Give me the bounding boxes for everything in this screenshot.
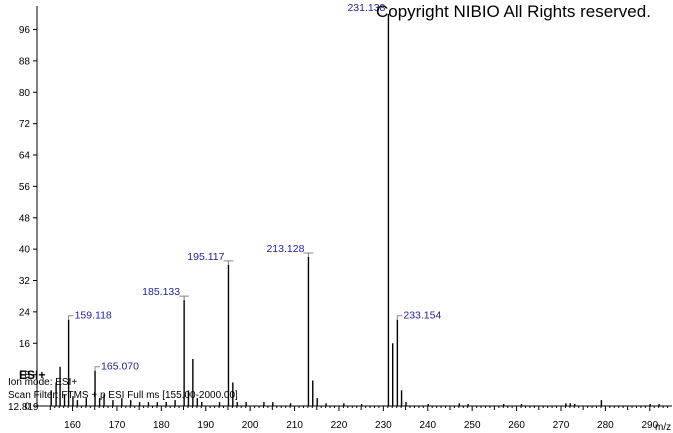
y-axis-ticks: 0 8 16 24 32 40 48 56 64 72 80 88 96 xyxy=(19,25,37,413)
x-tick-label: 170 xyxy=(109,420,126,431)
peak-label-connector xyxy=(227,260,234,265)
peak-label: 159.118 xyxy=(75,310,112,322)
x-tick-label: 250 xyxy=(464,420,481,431)
x-tick-label: 180 xyxy=(153,420,170,431)
x-tick-label: 210 xyxy=(286,420,303,431)
y-tick-label: 48 xyxy=(19,213,31,224)
ion-mode-text: Ion mode: ESI+ xyxy=(8,377,78,388)
peak-label: 185.133 xyxy=(142,286,180,298)
x-tick-label: 220 xyxy=(331,420,348,431)
y-tick-label: 32 xyxy=(19,276,31,287)
peak-label: 195.117 xyxy=(187,251,224,263)
copyright-notice: Copyright NIBIO All Rights reserved. xyxy=(376,2,651,21)
x-tick-label: 280 xyxy=(597,420,614,431)
y-tick-label: 0 xyxy=(24,402,30,413)
peak-label: 213.128 xyxy=(266,243,304,255)
y-tick-label: 96 xyxy=(19,25,31,36)
x-tick-label: 260 xyxy=(508,420,525,431)
y-tick-label: 16 xyxy=(19,339,31,350)
retention-time-text: 12.819 xyxy=(8,402,39,413)
x-tick-label: 190 xyxy=(197,420,214,431)
y-tick-label: 72 xyxy=(19,119,31,130)
x-tick-label: 290 xyxy=(641,420,658,431)
peak-label-connector xyxy=(183,295,190,301)
ion-mode-badge: ESI+ xyxy=(19,368,46,382)
y-tick-label: 8 xyxy=(24,370,30,381)
peak-label-connector xyxy=(223,260,229,265)
peak-label: 233.154 xyxy=(403,310,441,322)
peak-label: 231.138 xyxy=(347,2,385,14)
y-tick-label: 40 xyxy=(19,245,31,256)
y-tick-label: 56 xyxy=(19,182,31,193)
x-axis-label: m/z xyxy=(655,422,671,433)
peak-label-connector xyxy=(396,315,403,320)
x-axis-ticks: 160 170 180 190 200 210 220 230 240 250 260 270 280 2… xyxy=(49,406,669,431)
y-tick-label: 88 xyxy=(19,56,31,67)
peak-label-connector xyxy=(179,295,185,301)
y-tick-label: 80 xyxy=(19,88,31,99)
y-tick-label: 24 xyxy=(19,307,31,318)
x-tick-label: 160 xyxy=(64,420,81,431)
peak-label-connector xyxy=(94,366,101,371)
x-tick-label: 240 xyxy=(419,420,436,431)
y-tick-label: 64 xyxy=(19,151,31,162)
x-tick-label: 200 xyxy=(242,420,259,431)
x-tick-label: 270 xyxy=(553,420,570,431)
x-tick-label: 230 xyxy=(375,420,392,431)
scan-filter-text: Scan Filter: FTMS + p ESI Full ms [155.0… xyxy=(8,390,238,401)
peak-label: 165.070 xyxy=(101,361,139,373)
peak-labels: 159.118 165.070 185.133 195.117 213.128 231.1… xyxy=(68,2,441,373)
peak-label-connector xyxy=(68,315,74,320)
peak-sticks xyxy=(50,13,660,406)
peak-label-connector xyxy=(303,252,309,257)
peak-label-connector xyxy=(307,252,314,257)
